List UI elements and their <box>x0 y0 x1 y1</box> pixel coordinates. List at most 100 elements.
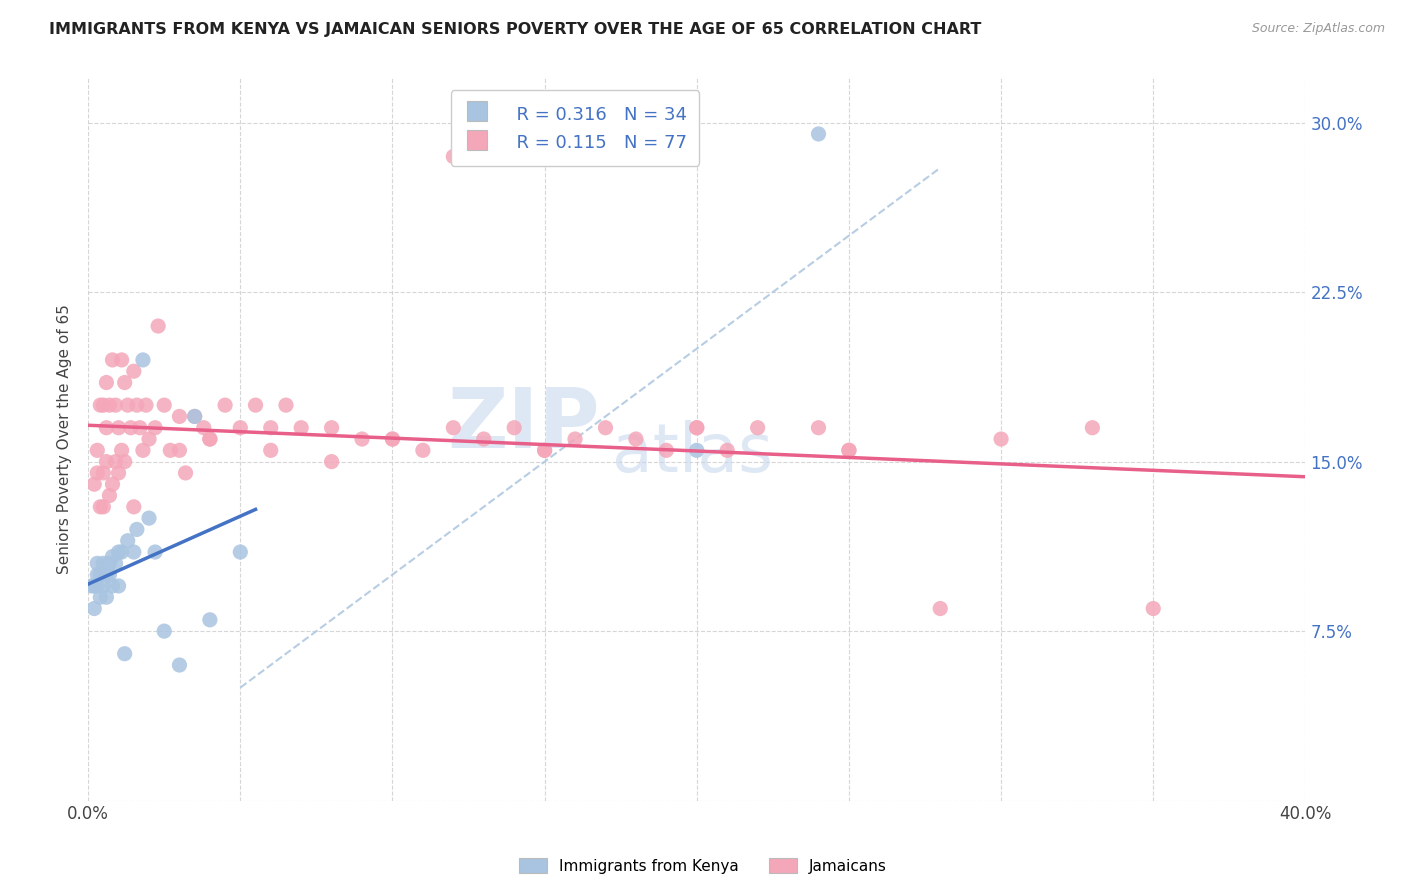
Point <box>86 466 108 480</box>
Point <box>159 443 181 458</box>
Point <box>441 421 464 435</box>
Point <box>716 443 738 458</box>
Text: ZIP: ZIP <box>447 384 599 465</box>
Point <box>503 421 526 435</box>
Point <box>183 409 205 424</box>
Point <box>138 432 160 446</box>
Point <box>838 443 860 458</box>
Point <box>132 443 155 458</box>
Point <box>125 398 148 412</box>
Point <box>412 443 434 458</box>
Point <box>143 421 166 435</box>
Point <box>83 579 105 593</box>
Point <box>990 432 1012 446</box>
Point <box>107 579 129 593</box>
Point <box>198 432 221 446</box>
Point <box>807 127 830 141</box>
Point <box>96 376 118 390</box>
Point <box>747 421 769 435</box>
Point <box>321 455 343 469</box>
Point <box>122 364 145 378</box>
Point <box>1142 601 1164 615</box>
Point <box>86 443 108 458</box>
Point <box>98 398 121 412</box>
Point <box>89 398 111 412</box>
Point <box>107 545 129 559</box>
Point <box>104 455 127 469</box>
Point <box>260 443 283 458</box>
Point <box>214 398 236 412</box>
Point <box>111 353 134 368</box>
Point <box>135 398 157 412</box>
Point <box>89 500 111 514</box>
Point <box>125 523 148 537</box>
Point <box>350 432 373 446</box>
Point <box>198 432 221 446</box>
Point <box>122 545 145 559</box>
Point <box>101 549 124 564</box>
Point <box>98 567 121 582</box>
Point <box>686 421 709 435</box>
Point <box>93 398 115 412</box>
Point <box>381 432 404 446</box>
Point <box>138 511 160 525</box>
Point <box>86 557 108 571</box>
Point <box>245 398 267 412</box>
Point <box>686 421 709 435</box>
Point <box>96 455 118 469</box>
Point <box>533 443 555 458</box>
Text: atlas: atlas <box>612 420 772 486</box>
Point <box>321 421 343 435</box>
Point <box>104 557 127 571</box>
Point <box>274 398 297 412</box>
Point <box>807 421 830 435</box>
Point <box>86 579 108 593</box>
Point <box>101 477 124 491</box>
Point <box>153 398 176 412</box>
Point <box>169 443 191 458</box>
Text: Source: ZipAtlas.com: Source: ZipAtlas.com <box>1251 22 1385 36</box>
Point <box>104 398 127 412</box>
Point <box>117 398 139 412</box>
Point <box>838 443 860 458</box>
Point <box>93 579 115 593</box>
Point <box>101 579 124 593</box>
Y-axis label: Seniors Poverty Over the Age of 65: Seniors Poverty Over the Age of 65 <box>58 304 72 574</box>
Point <box>595 421 617 435</box>
Point <box>111 443 134 458</box>
Point <box>229 421 252 435</box>
Point <box>174 466 197 480</box>
Point <box>128 421 150 435</box>
Point <box>169 409 191 424</box>
Point <box>686 443 709 458</box>
Point <box>146 319 169 334</box>
Point <box>122 500 145 514</box>
Point <box>132 353 155 368</box>
Point <box>98 557 121 571</box>
Point <box>83 477 105 491</box>
Point <box>153 624 176 639</box>
Point <box>198 613 221 627</box>
Point <box>111 545 134 559</box>
Point <box>114 647 136 661</box>
Point <box>83 601 105 615</box>
Point <box>183 409 205 424</box>
Point <box>441 149 464 163</box>
Point <box>89 591 111 605</box>
Point <box>114 455 136 469</box>
Point <box>120 421 142 435</box>
Point <box>564 432 586 446</box>
Point <box>86 567 108 582</box>
Point <box>533 443 555 458</box>
Point <box>98 489 121 503</box>
Point <box>929 601 952 615</box>
Point <box>290 421 312 435</box>
Point <box>260 421 283 435</box>
Point <box>80 579 103 593</box>
Point <box>381 432 404 446</box>
Point <box>117 533 139 548</box>
Point <box>229 545 252 559</box>
Point <box>96 591 118 605</box>
Point <box>96 567 118 582</box>
Point <box>107 421 129 435</box>
